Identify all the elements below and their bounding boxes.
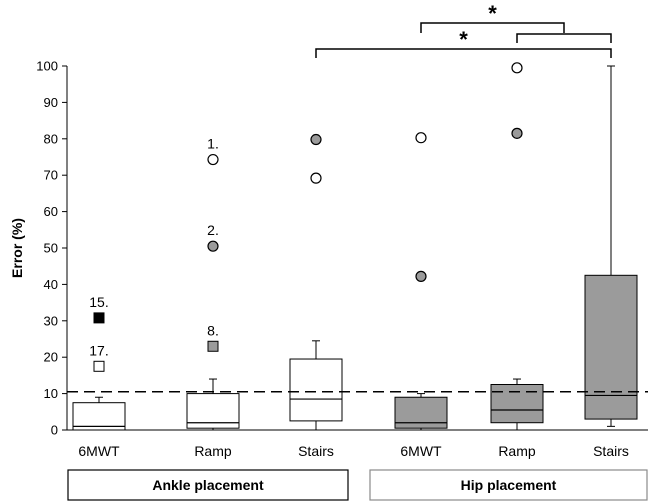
group-box <box>67 469 349 501</box>
y-tick-label: 60 <box>44 204 58 219</box>
x-category-label: Ramp <box>194 443 232 459</box>
significance-sub-bracket <box>516 33 612 43</box>
outlier-label: 15. <box>89 294 108 310</box>
box <box>490 384 544 424</box>
outlier-circle <box>415 132 427 144</box>
outlier-square <box>93 312 105 324</box>
outlier-circle <box>511 62 523 74</box>
outlier-circle <box>207 153 219 166</box>
y-axis-label: Error (%) <box>9 218 25 278</box>
outlier-label: 8. <box>207 322 219 338</box>
x-category-label: Stairs <box>593 443 629 459</box>
y-tick-label: 80 <box>44 131 58 146</box>
outlier-circle <box>207 240 219 252</box>
outlier-label: 1. <box>207 136 219 152</box>
y-tick-label: 20 <box>44 350 58 365</box>
box <box>289 358 343 422</box>
x-category-label: Ramp <box>498 443 536 459</box>
group-label: Ankle placement <box>152 477 264 493</box>
group-box <box>369 469 648 501</box>
outlier-square <box>207 340 219 352</box>
y-tick-label: 30 <box>44 313 58 328</box>
y-tick-label: 0 <box>51 423 58 438</box>
significance-bracket <box>315 48 612 58</box>
y-tick-label: 50 <box>44 241 58 256</box>
y-tick-label: 40 <box>44 277 58 292</box>
y-tick-label: 70 <box>44 168 58 183</box>
outlier-square <box>93 360 105 372</box>
outlier-circle <box>511 127 523 139</box>
outlier-circle <box>415 270 427 282</box>
y-tick-label: 10 <box>44 386 58 401</box>
group-label: Hip placement <box>461 477 557 493</box>
outlier-label: 17. <box>89 342 108 358</box>
box <box>584 274 638 420</box>
box <box>394 396 448 429</box>
outlier-circle <box>310 172 322 184</box>
x-category-label: Stairs <box>298 443 334 459</box>
x-category-label: 6MWT <box>78 443 120 459</box>
outlier-circle <box>310 133 322 146</box>
significance-star: * <box>488 1 497 26</box>
y-tick-label: 100 <box>36 59 58 74</box>
significance-star: * <box>459 27 468 52</box>
y-tick-label: 90 <box>44 95 58 110</box>
box <box>72 402 126 431</box>
outlier-label: 2. <box>207 222 219 238</box>
significance-bracket <box>420 22 565 33</box>
x-category-label: 6MWT <box>400 443 442 459</box>
